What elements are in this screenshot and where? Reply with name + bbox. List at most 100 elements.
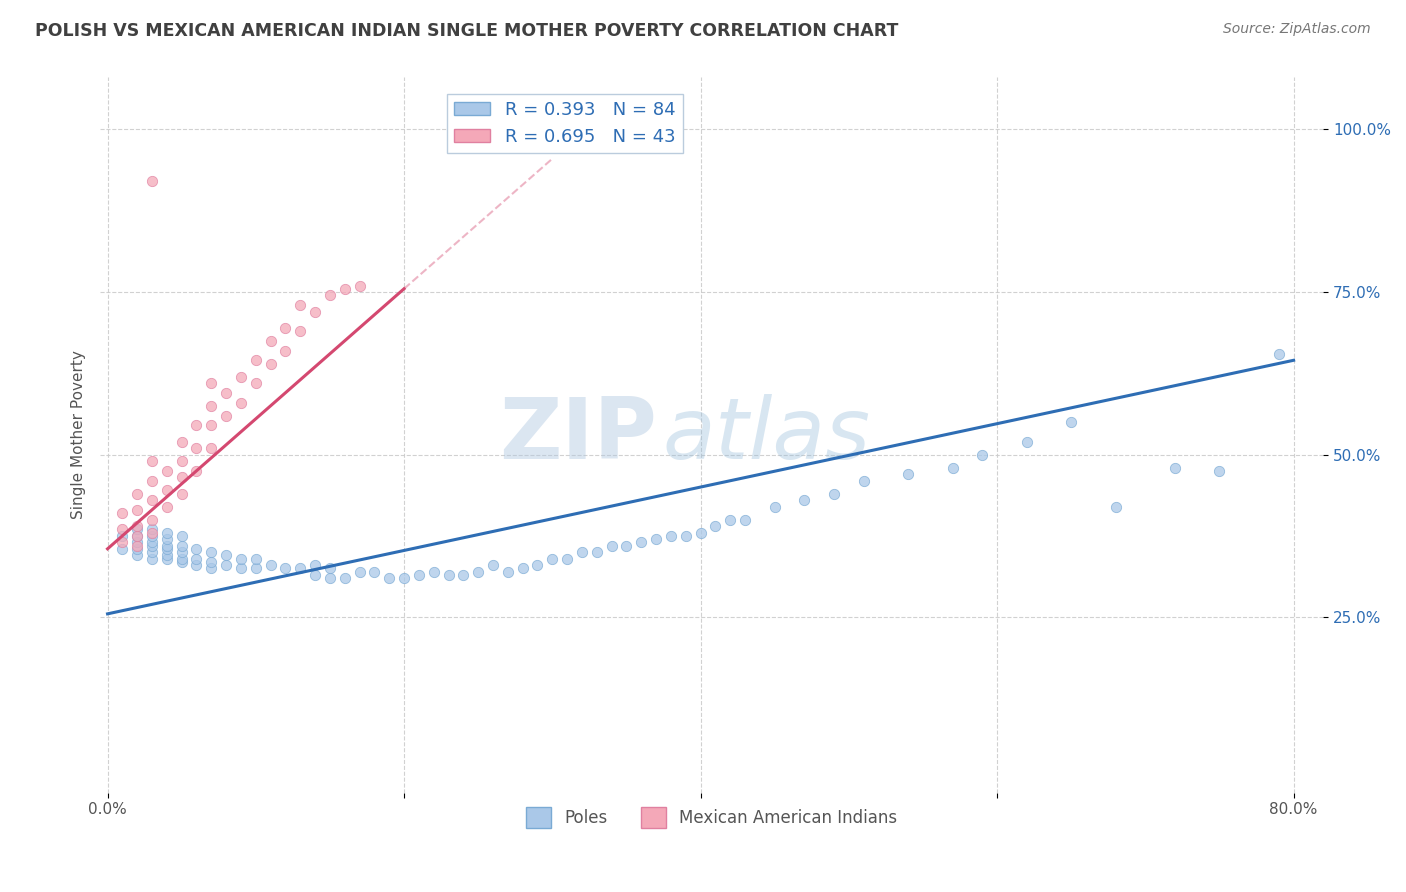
Point — [111, 541, 134, 556]
Point — [349, 278, 371, 293]
Point — [1208, 464, 1230, 478]
Point — [349, 565, 371, 579]
Point — [141, 539, 163, 553]
Point — [200, 545, 222, 559]
Point — [186, 418, 208, 433]
Point — [290, 561, 312, 575]
Point — [200, 441, 222, 455]
Point — [259, 558, 281, 573]
Point — [127, 549, 149, 563]
Point — [111, 506, 134, 520]
Point — [127, 539, 149, 553]
Point — [675, 529, 697, 543]
Point — [823, 486, 845, 500]
Text: Source: ZipAtlas.com: Source: ZipAtlas.com — [1223, 22, 1371, 37]
Point — [170, 545, 193, 559]
Text: POLISH VS MEXICAN AMERICAN INDIAN SINGLE MOTHER POVERTY CORRELATION CHART: POLISH VS MEXICAN AMERICAN INDIAN SINGLE… — [35, 22, 898, 40]
Point — [274, 561, 297, 575]
Point — [852, 474, 875, 488]
Point — [333, 282, 356, 296]
Point — [363, 565, 385, 579]
Point — [127, 529, 149, 543]
Point — [111, 529, 134, 543]
Point — [259, 334, 281, 348]
Point — [111, 535, 134, 549]
Point — [482, 558, 505, 573]
Point — [141, 454, 163, 468]
Point — [600, 539, 623, 553]
Point — [734, 512, 756, 526]
Point — [156, 549, 179, 563]
Point — [141, 522, 163, 536]
Point — [127, 503, 149, 517]
Point — [1105, 500, 1128, 514]
Point — [645, 532, 668, 546]
Point — [274, 343, 297, 358]
Point — [972, 448, 994, 462]
Point — [170, 470, 193, 484]
Point — [245, 551, 267, 566]
Point — [274, 320, 297, 334]
Point — [170, 529, 193, 543]
Point — [422, 565, 444, 579]
Point — [215, 409, 238, 423]
Text: atlas: atlas — [662, 393, 870, 476]
Point — [127, 522, 149, 536]
Point — [245, 376, 267, 390]
Point — [229, 369, 252, 384]
Point — [555, 551, 578, 566]
Point — [215, 549, 238, 563]
Point — [200, 561, 222, 575]
Point — [333, 571, 356, 585]
Point — [170, 454, 193, 468]
Point — [659, 529, 682, 543]
Point — [290, 324, 312, 338]
Point — [304, 304, 326, 318]
Text: ZIP: ZIP — [499, 393, 657, 476]
Point — [541, 551, 564, 566]
Point — [512, 561, 534, 575]
Point — [141, 474, 163, 488]
Point — [127, 541, 149, 556]
Point — [127, 535, 149, 549]
Point — [571, 545, 593, 559]
Point — [141, 551, 163, 566]
Point — [200, 555, 222, 569]
Point — [141, 535, 163, 549]
Point — [245, 561, 267, 575]
Point — [496, 565, 519, 579]
Point — [170, 551, 193, 566]
Point — [689, 525, 711, 540]
Point — [319, 571, 342, 585]
Point — [170, 539, 193, 553]
Point — [408, 567, 430, 582]
Point — [156, 541, 179, 556]
Point — [793, 493, 815, 508]
Point — [127, 519, 149, 533]
Point — [156, 464, 179, 478]
Point — [141, 174, 163, 188]
Point — [127, 529, 149, 543]
Point — [200, 376, 222, 390]
Point — [319, 561, 342, 575]
Point — [186, 541, 208, 556]
Legend: Poles, Mexican American Indians: Poles, Mexican American Indians — [519, 801, 904, 834]
Point — [763, 500, 786, 514]
Point — [200, 418, 222, 433]
Point — [1164, 460, 1187, 475]
Point — [156, 539, 179, 553]
Point — [704, 519, 727, 533]
Point — [1268, 347, 1291, 361]
Point — [942, 460, 965, 475]
Point — [215, 558, 238, 573]
Point — [290, 298, 312, 312]
Point — [616, 539, 638, 553]
Point — [141, 493, 163, 508]
Point — [392, 571, 415, 585]
Point — [259, 357, 281, 371]
Point — [141, 525, 163, 540]
Point — [186, 558, 208, 573]
Point — [170, 555, 193, 569]
Point — [585, 545, 607, 559]
Point — [229, 551, 252, 566]
